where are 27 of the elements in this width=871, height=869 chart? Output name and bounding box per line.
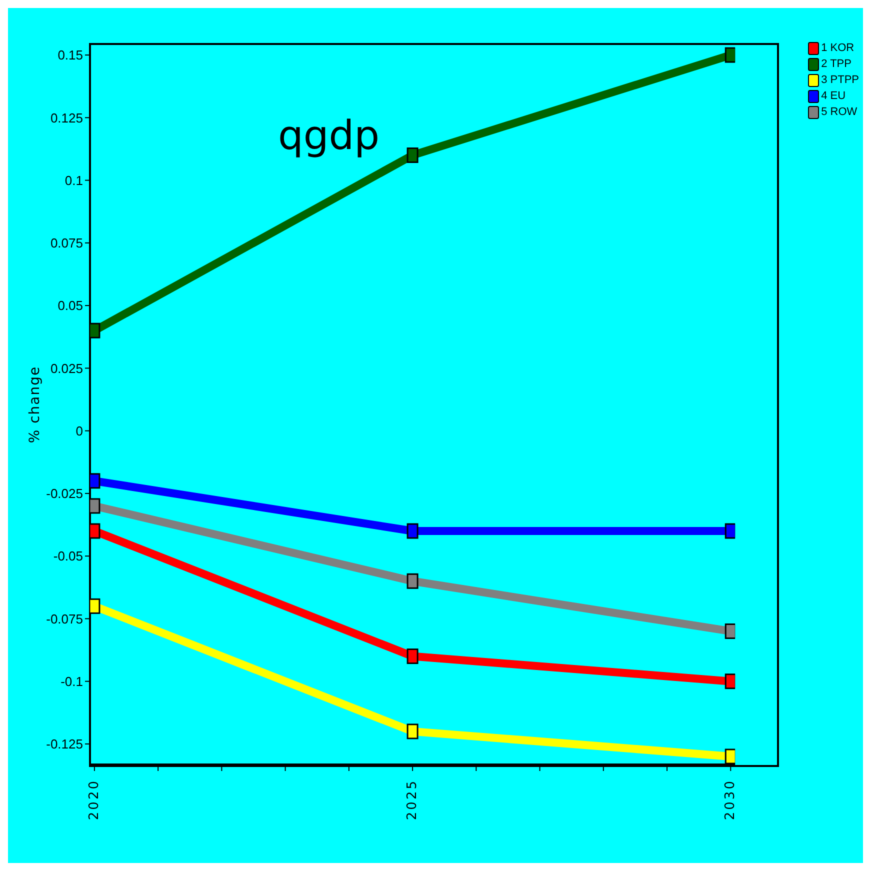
x-tick-label: 2020 bbox=[86, 779, 102, 820]
y-tick-label: 0.075 bbox=[50, 236, 83, 251]
y-tick-label: 0 bbox=[76, 423, 83, 438]
legend-label: 4 EU bbox=[821, 89, 846, 104]
y-axis-title: % change bbox=[26, 366, 43, 444]
point bbox=[406, 648, 418, 664]
y-tick-label: 0.025 bbox=[50, 360, 83, 376]
x-tick-label: 2025 bbox=[405, 779, 420, 820]
x-tick-label: 2030 bbox=[723, 779, 738, 820]
text: qgdp bbox=[278, 113, 380, 159]
y-tick-label: 0.1 bbox=[64, 172, 83, 188]
y-tick-label: -0.075 bbox=[46, 611, 83, 626]
legend-label: 3 PTPP bbox=[821, 73, 859, 88]
y-tick-label: -0.125 bbox=[46, 736, 83, 752]
point bbox=[406, 573, 418, 589]
legend-label: 1 KOR bbox=[821, 41, 854, 56]
point bbox=[406, 147, 418, 163]
y-tick-label: -0.05 bbox=[53, 548, 83, 564]
legend-label: 5 ROW bbox=[821, 105, 858, 120]
y-tick-label: 0.125 bbox=[50, 110, 83, 126]
y-tick-label: 0.15 bbox=[58, 48, 83, 63]
y-tick-label: -0.025 bbox=[46, 486, 83, 502]
legend-label: 2 TPP bbox=[821, 57, 852, 72]
y-tick-label: -0.1 bbox=[60, 674, 83, 689]
y-tick-label: 0.05 bbox=[58, 298, 83, 314]
point bbox=[406, 523, 418, 539]
point bbox=[406, 724, 418, 740]
